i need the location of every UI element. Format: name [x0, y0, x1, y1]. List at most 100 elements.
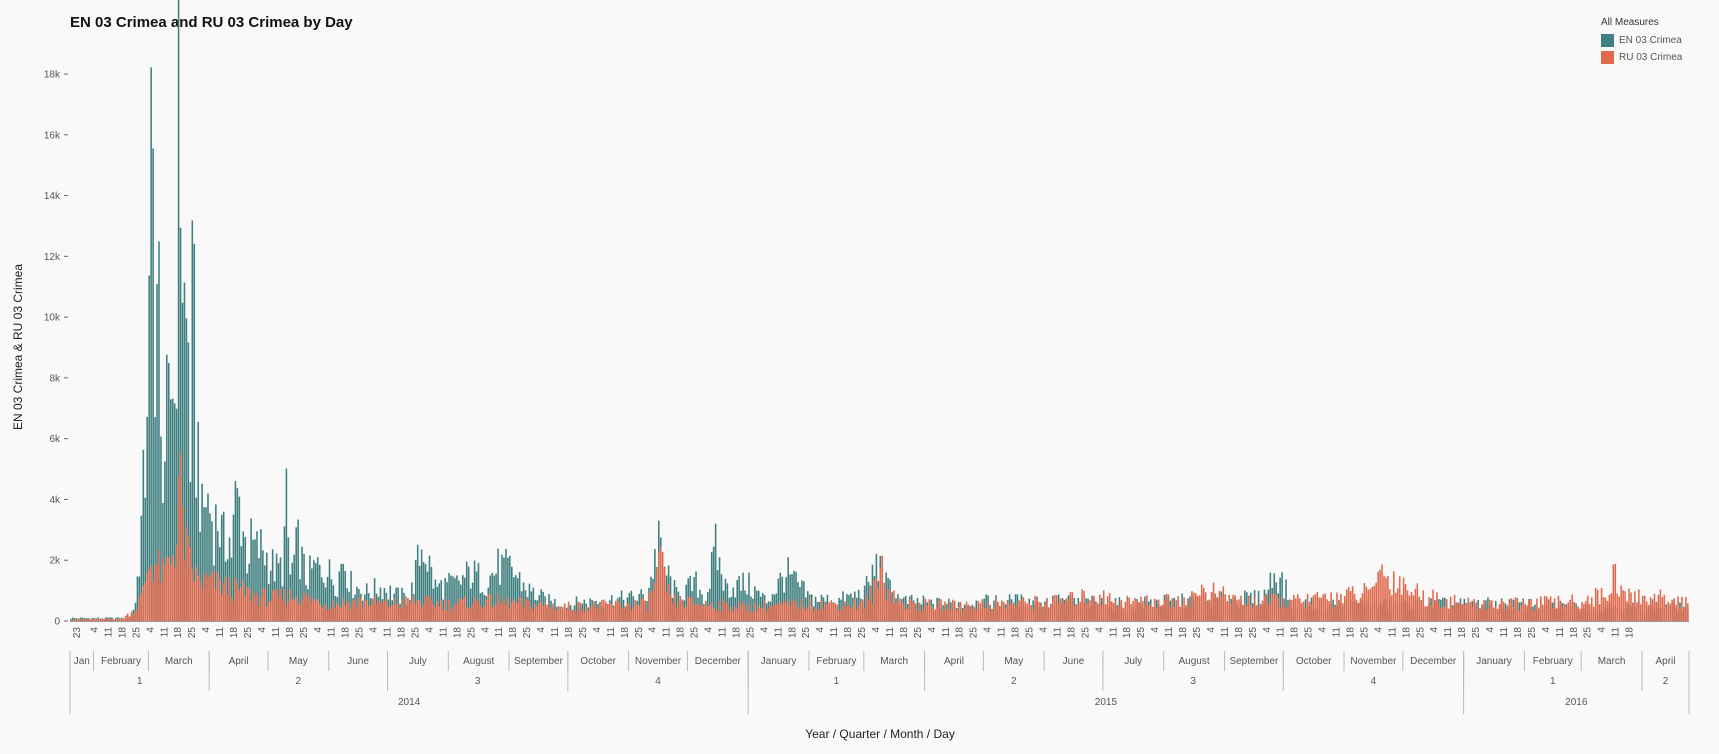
bar[interactable] [1626, 601, 1628, 621]
bar[interactable] [542, 605, 544, 621]
bar[interactable] [1416, 583, 1419, 621]
bar[interactable] [73, 618, 76, 621]
bar[interactable] [1340, 593, 1342, 621]
bar[interactable] [556, 610, 558, 621]
bar[interactable] [1477, 610, 1479, 621]
bar[interactable] [309, 594, 311, 622]
bar[interactable] [442, 610, 444, 621]
bar[interactable] [130, 611, 133, 621]
bar[interactable] [538, 603, 541, 621]
bar[interactable] [767, 607, 770, 621]
bar[interactable] [1328, 601, 1330, 621]
bar[interactable] [1577, 606, 1579, 621]
bar[interactable] [726, 583, 729, 621]
bar[interactable] [1108, 592, 1111, 621]
bar[interactable] [1320, 597, 1323, 621]
bar[interactable] [89, 619, 92, 621]
bar[interactable] [1304, 608, 1307, 621]
bar[interactable] [320, 577, 323, 621]
bar[interactable] [671, 603, 674, 621]
bar[interactable] [1240, 595, 1242, 621]
bar[interactable] [961, 610, 964, 621]
bar[interactable] [142, 585, 145, 621]
bar[interactable] [469, 588, 472, 621]
bar[interactable] [487, 593, 490, 621]
bar[interactable] [138, 597, 141, 621]
bar[interactable] [801, 598, 803, 621]
bar[interactable] [450, 610, 452, 621]
bar[interactable] [175, 408, 178, 621]
bar[interactable] [916, 598, 919, 621]
bar[interactable] [552, 603, 554, 621]
bar[interactable] [287, 601, 290, 621]
bar[interactable] [1008, 604, 1011, 621]
bar[interactable] [187, 536, 190, 621]
bar[interactable] [997, 601, 999, 621]
bar[interactable] [1257, 590, 1260, 621]
bar[interactable] [785, 577, 787, 621]
bar[interactable] [1253, 596, 1256, 621]
bar[interactable] [746, 594, 748, 621]
bar[interactable] [693, 605, 695, 621]
bar[interactable] [150, 565, 152, 621]
bar[interactable] [183, 282, 186, 621]
bar[interactable] [475, 599, 478, 621]
bar[interactable] [326, 609, 329, 621]
bar[interactable] [232, 514, 235, 621]
bar[interactable] [473, 597, 476, 621]
bar[interactable] [1093, 595, 1095, 621]
bar[interactable] [1259, 603, 1262, 621]
bar[interactable] [744, 590, 746, 621]
bar[interactable] [1281, 572, 1283, 621]
bar[interactable] [777, 603, 780, 621]
bar[interactable] [236, 582, 239, 621]
bar[interactable] [583, 612, 586, 621]
bar[interactable] [1071, 591, 1074, 621]
bar[interactable] [522, 582, 525, 621]
bar[interactable] [1408, 595, 1411, 621]
bar[interactable] [1438, 602, 1440, 621]
bar[interactable] [1279, 577, 1281, 621]
bar[interactable] [1520, 605, 1523, 621]
bar[interactable] [795, 601, 797, 621]
bar[interactable] [757, 604, 760, 621]
bar[interactable] [965, 601, 968, 621]
bar[interactable] [1130, 604, 1132, 621]
bar[interactable] [775, 603, 778, 621]
bar[interactable] [1185, 605, 1187, 621]
bar[interactable] [1589, 603, 1591, 621]
bar[interactable] [1216, 598, 1219, 621]
bar[interactable] [1293, 594, 1295, 621]
bar[interactable] [291, 562, 294, 621]
bar[interactable] [940, 599, 942, 621]
bar[interactable] [148, 275, 150, 621]
bar[interactable] [389, 585, 392, 621]
bar[interactable] [193, 581, 196, 621]
bar[interactable] [1308, 601, 1311, 621]
bar[interactable] [79, 617, 82, 621]
bar[interactable] [567, 601, 570, 621]
bar[interactable] [293, 599, 296, 621]
bar[interactable] [793, 599, 795, 621]
bar[interactable] [569, 610, 572, 621]
bar[interactable] [805, 597, 807, 621]
bar[interactable] [462, 599, 464, 621]
bar[interactable] [246, 586, 248, 621]
bar[interactable] [79, 619, 82, 621]
bar[interactable] [193, 243, 196, 621]
bar[interactable] [107, 618, 109, 621]
bar[interactable] [250, 601, 252, 621]
bar[interactable] [75, 618, 78, 621]
bar[interactable] [1006, 600, 1009, 621]
bar[interactable] [828, 602, 831, 621]
bar[interactable] [1310, 604, 1313, 621]
bar[interactable] [283, 589, 286, 621]
bar[interactable] [377, 600, 380, 621]
bar[interactable] [871, 603, 874, 621]
bar[interactable] [1685, 597, 1687, 621]
bar[interactable] [1026, 603, 1029, 621]
bar[interactable] [1267, 604, 1270, 621]
bar[interactable] [238, 590, 241, 621]
bar[interactable] [460, 598, 462, 621]
bar[interactable] [424, 596, 427, 621]
